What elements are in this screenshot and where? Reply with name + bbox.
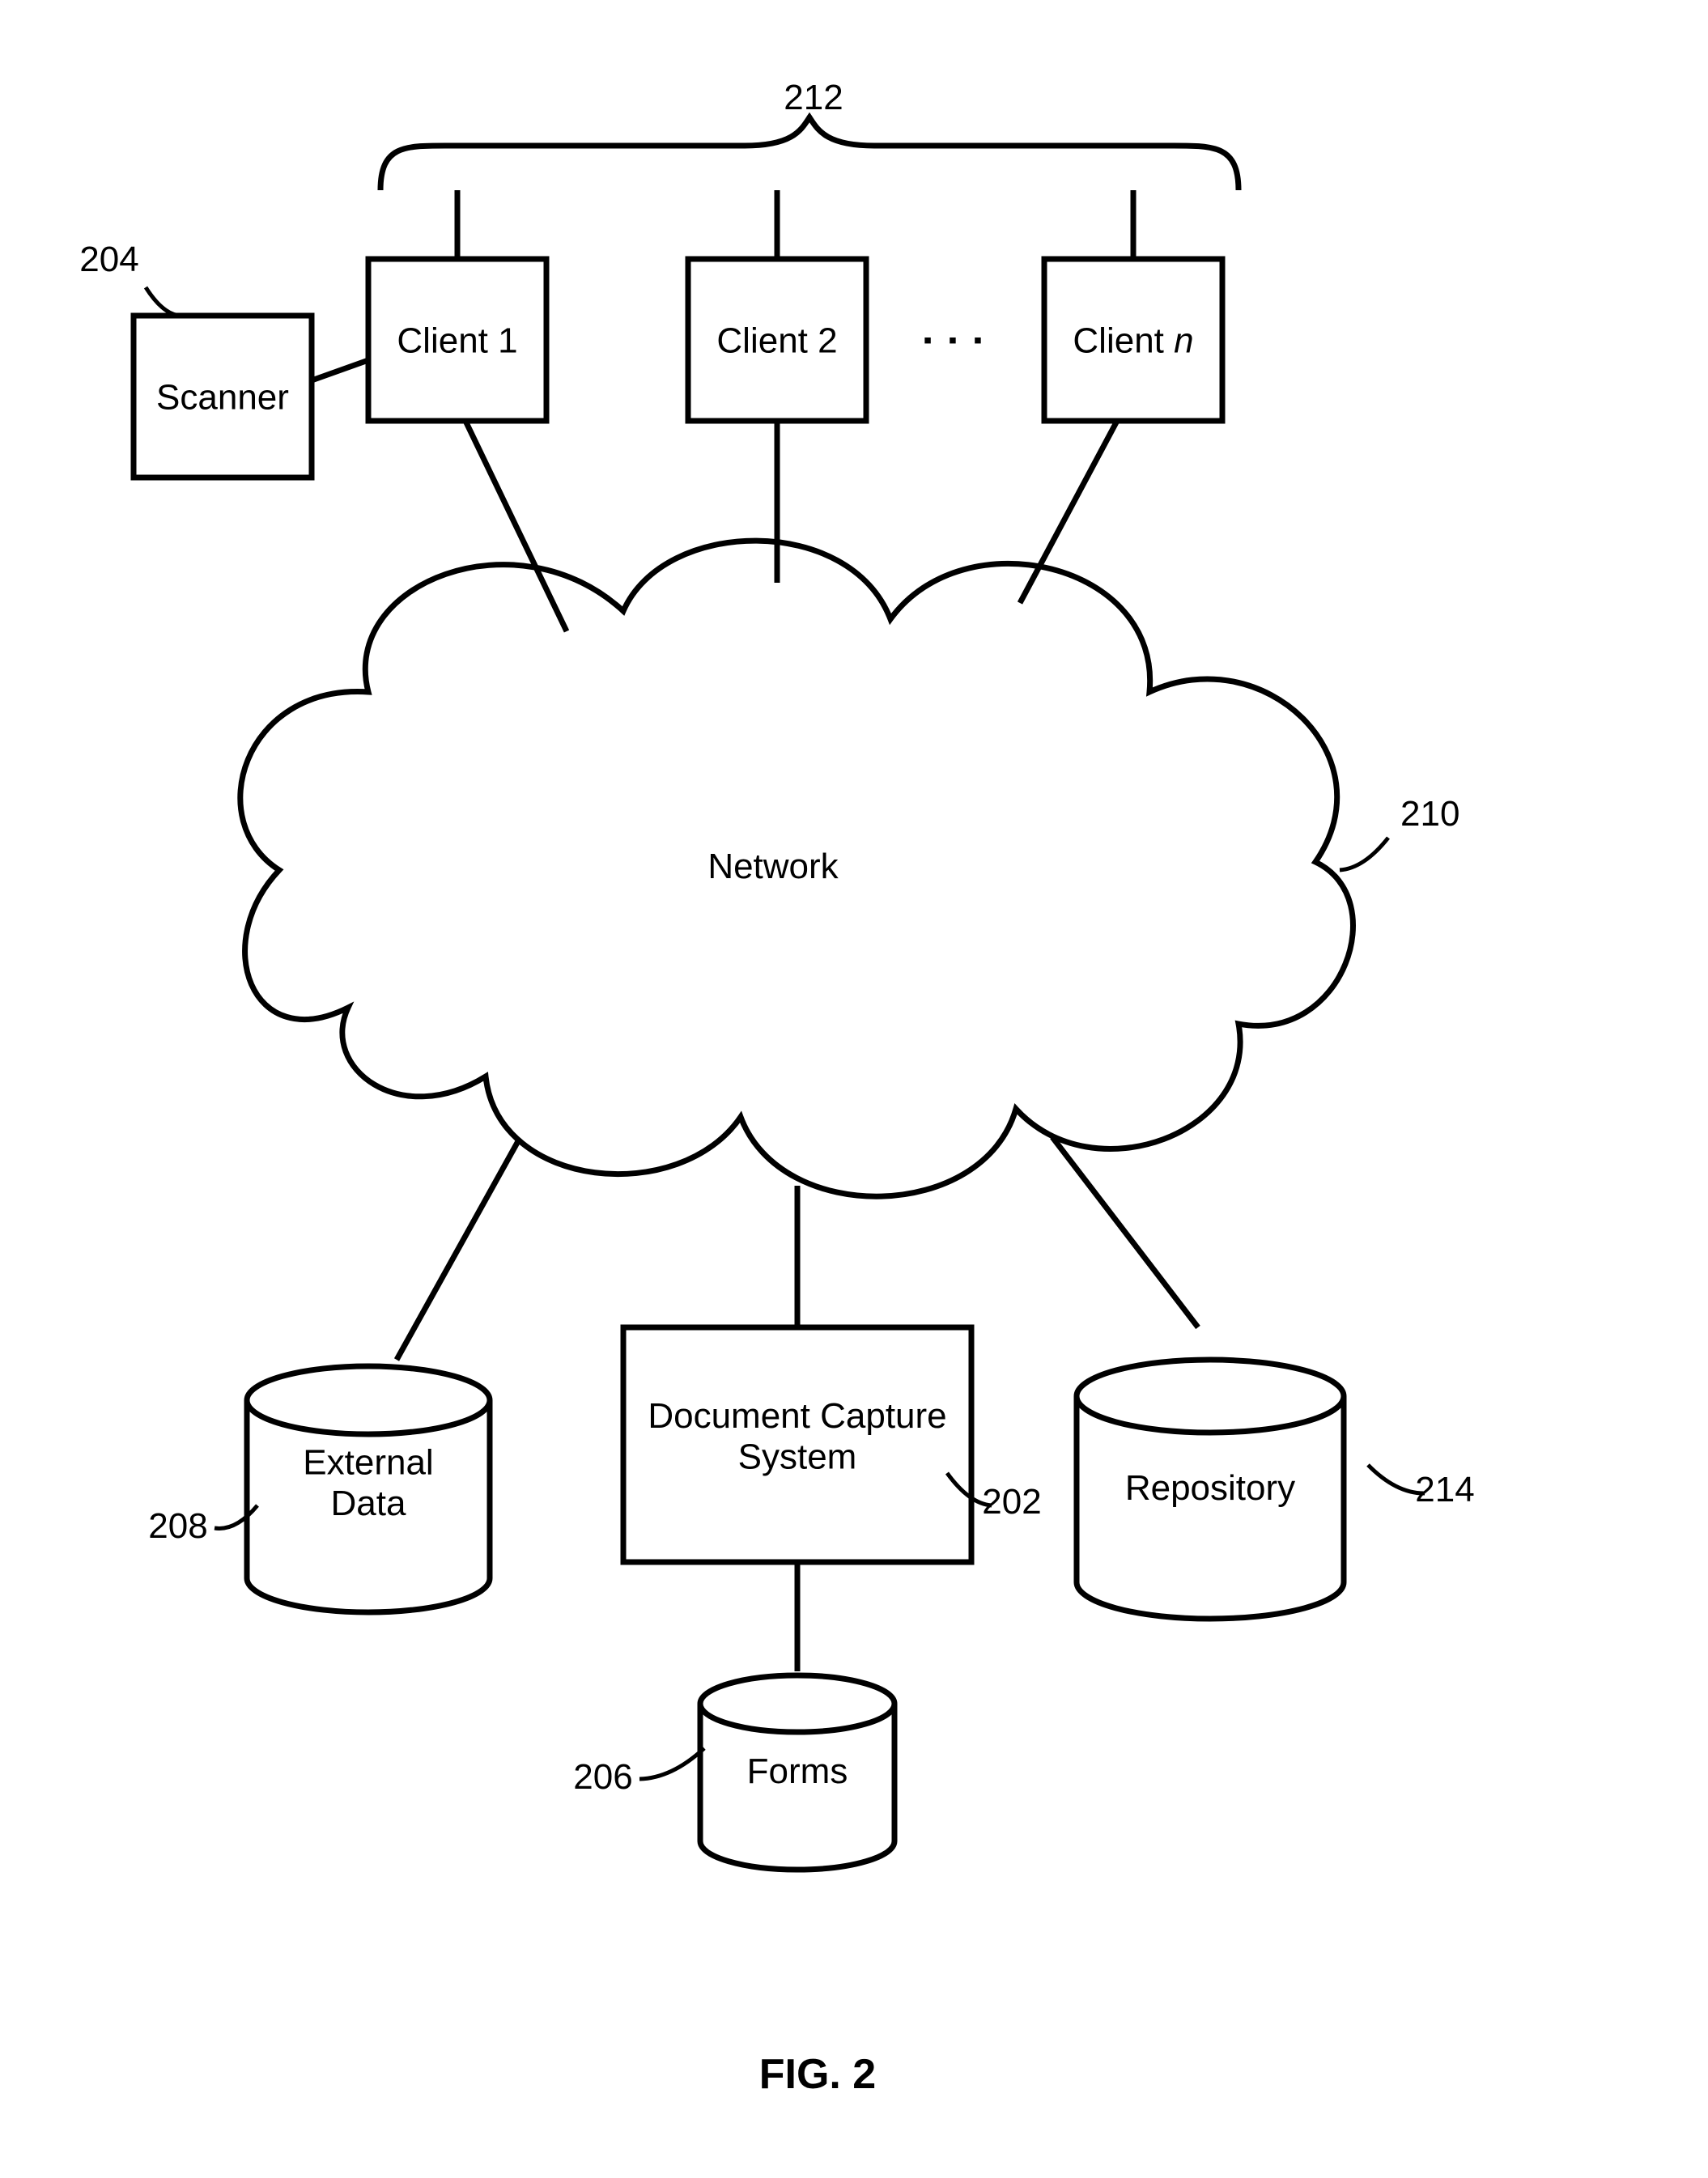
ref-204: 204 (79, 240, 138, 279)
ref-206: 206 (573, 1757, 632, 1797)
leader-line (146, 287, 182, 316)
ref-210: 210 (1400, 794, 1459, 834)
ref-212: 212 (784, 78, 843, 117)
svg-text:Client 1: Client 1 (397, 321, 517, 360)
connector-cloud-repo (1052, 1137, 1198, 1327)
box-client1: Client 1 (368, 259, 546, 421)
cloud-label: Network (707, 847, 839, 886)
figure-caption: FIG. 2 (759, 2051, 876, 2098)
box-scanner: Scanner (134, 316, 312, 478)
svg-text:Client 2: Client 2 (716, 321, 837, 360)
box-client2: Client 2 (688, 259, 866, 421)
svg-text:Repository: Repository (1125, 1468, 1295, 1508)
svg-text:Scanner: Scanner (156, 377, 289, 417)
connector-scanner-right (312, 360, 368, 380)
leader-line (639, 1748, 704, 1779)
svg-text:Client n: Client n (1073, 321, 1193, 360)
ellipsis: ▪ ▪ ▪ (924, 327, 988, 354)
box-docsys: Document CaptureSystem (623, 1327, 971, 1562)
svg-text:Forms: Forms (747, 1751, 848, 1791)
cylinder-external: ExternalData (247, 1366, 490, 1612)
ref-202: 202 (982, 1482, 1041, 1522)
cylinder-repository: Repository (1077, 1360, 1344, 1619)
cylinder-forms: Forms (700, 1675, 894, 1870)
box-clientn: Client n (1044, 259, 1222, 421)
ref-208: 208 (148, 1506, 207, 1546)
clients-brace (380, 117, 1239, 190)
connector-cloud-external (397, 1141, 518, 1360)
leader-line (1340, 838, 1388, 870)
ref-214: 214 (1415, 1470, 1474, 1509)
